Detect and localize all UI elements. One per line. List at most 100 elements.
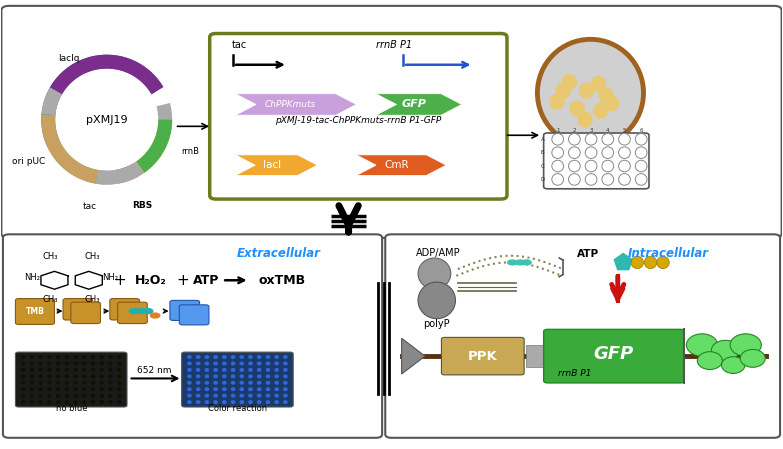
Ellipse shape	[213, 368, 218, 372]
Ellipse shape	[64, 394, 69, 398]
Text: H₂O₂: H₂O₂	[135, 274, 167, 287]
Ellipse shape	[38, 368, 43, 372]
Ellipse shape	[635, 147, 647, 158]
Text: ori pUC: ori pUC	[12, 157, 45, 166]
Text: rrnB P1: rrnB P1	[376, 40, 412, 49]
Text: CH₃: CH₃	[43, 252, 58, 261]
Ellipse shape	[30, 361, 34, 365]
Ellipse shape	[64, 381, 69, 385]
Ellipse shape	[222, 355, 226, 359]
Ellipse shape	[56, 361, 60, 365]
Ellipse shape	[257, 355, 262, 359]
Ellipse shape	[38, 381, 43, 385]
Ellipse shape	[712, 340, 739, 361]
Text: CH₃: CH₃	[85, 252, 100, 261]
Ellipse shape	[187, 374, 192, 379]
Text: Intracellular: Intracellular	[628, 247, 709, 260]
Ellipse shape	[91, 361, 96, 365]
Ellipse shape	[240, 381, 244, 385]
Ellipse shape	[222, 387, 226, 391]
Ellipse shape	[257, 400, 262, 404]
Text: A: A	[541, 137, 544, 142]
Ellipse shape	[585, 133, 597, 145]
Ellipse shape	[196, 368, 200, 372]
Ellipse shape	[91, 374, 96, 379]
Ellipse shape	[108, 387, 113, 391]
Ellipse shape	[99, 361, 104, 365]
Text: pXMJ19: pXMJ19	[86, 114, 128, 125]
Ellipse shape	[265, 400, 270, 404]
Ellipse shape	[635, 133, 647, 145]
Ellipse shape	[30, 355, 34, 359]
Text: GFP: GFP	[402, 100, 427, 110]
Ellipse shape	[619, 133, 630, 145]
Circle shape	[150, 313, 161, 319]
Ellipse shape	[38, 361, 43, 365]
Ellipse shape	[30, 400, 34, 404]
Ellipse shape	[21, 355, 26, 359]
Polygon shape	[236, 94, 356, 115]
Ellipse shape	[274, 400, 279, 404]
Ellipse shape	[213, 400, 218, 404]
Ellipse shape	[30, 387, 34, 391]
Ellipse shape	[56, 387, 60, 391]
Ellipse shape	[687, 334, 718, 356]
Ellipse shape	[204, 394, 209, 398]
Ellipse shape	[740, 349, 765, 367]
FancyBboxPatch shape	[3, 234, 382, 438]
Ellipse shape	[231, 387, 236, 391]
Ellipse shape	[549, 94, 565, 110]
Ellipse shape	[91, 394, 96, 398]
Ellipse shape	[283, 387, 287, 391]
FancyBboxPatch shape	[543, 133, 649, 189]
FancyBboxPatch shape	[385, 234, 780, 438]
Ellipse shape	[265, 368, 270, 372]
Ellipse shape	[91, 387, 96, 391]
FancyBboxPatch shape	[442, 337, 524, 375]
Ellipse shape	[537, 40, 644, 146]
Text: 3: 3	[590, 128, 593, 133]
Ellipse shape	[82, 355, 87, 359]
FancyBboxPatch shape	[63, 299, 92, 320]
Ellipse shape	[283, 400, 287, 404]
Ellipse shape	[568, 147, 580, 158]
Ellipse shape	[196, 361, 200, 365]
Text: TMB: TMB	[26, 307, 45, 316]
Ellipse shape	[196, 387, 200, 391]
Ellipse shape	[47, 355, 52, 359]
Circle shape	[143, 308, 153, 314]
Polygon shape	[402, 338, 425, 374]
Ellipse shape	[418, 258, 451, 289]
Ellipse shape	[248, 368, 253, 372]
Ellipse shape	[21, 400, 26, 404]
Ellipse shape	[204, 374, 209, 379]
Ellipse shape	[64, 374, 69, 379]
Ellipse shape	[257, 387, 262, 391]
Text: 1: 1	[556, 128, 559, 133]
Text: B: B	[541, 150, 544, 155]
Ellipse shape	[222, 381, 226, 385]
FancyBboxPatch shape	[110, 299, 139, 320]
Ellipse shape	[99, 374, 104, 379]
Ellipse shape	[555, 83, 571, 99]
Ellipse shape	[602, 147, 614, 158]
Text: GFP: GFP	[594, 345, 634, 363]
Ellipse shape	[196, 374, 200, 379]
FancyBboxPatch shape	[179, 305, 209, 325]
Ellipse shape	[283, 368, 287, 372]
Ellipse shape	[117, 387, 121, 391]
Ellipse shape	[579, 83, 594, 99]
Ellipse shape	[240, 361, 244, 365]
Ellipse shape	[561, 74, 577, 90]
Ellipse shape	[213, 381, 218, 385]
Ellipse shape	[240, 355, 244, 359]
Ellipse shape	[657, 256, 669, 269]
Ellipse shape	[631, 256, 644, 269]
Ellipse shape	[552, 174, 564, 185]
Ellipse shape	[108, 400, 113, 404]
Text: Color reaction: Color reaction	[208, 404, 267, 413]
Ellipse shape	[204, 368, 209, 372]
Ellipse shape	[274, 387, 279, 391]
Ellipse shape	[38, 355, 43, 359]
Ellipse shape	[187, 400, 192, 404]
